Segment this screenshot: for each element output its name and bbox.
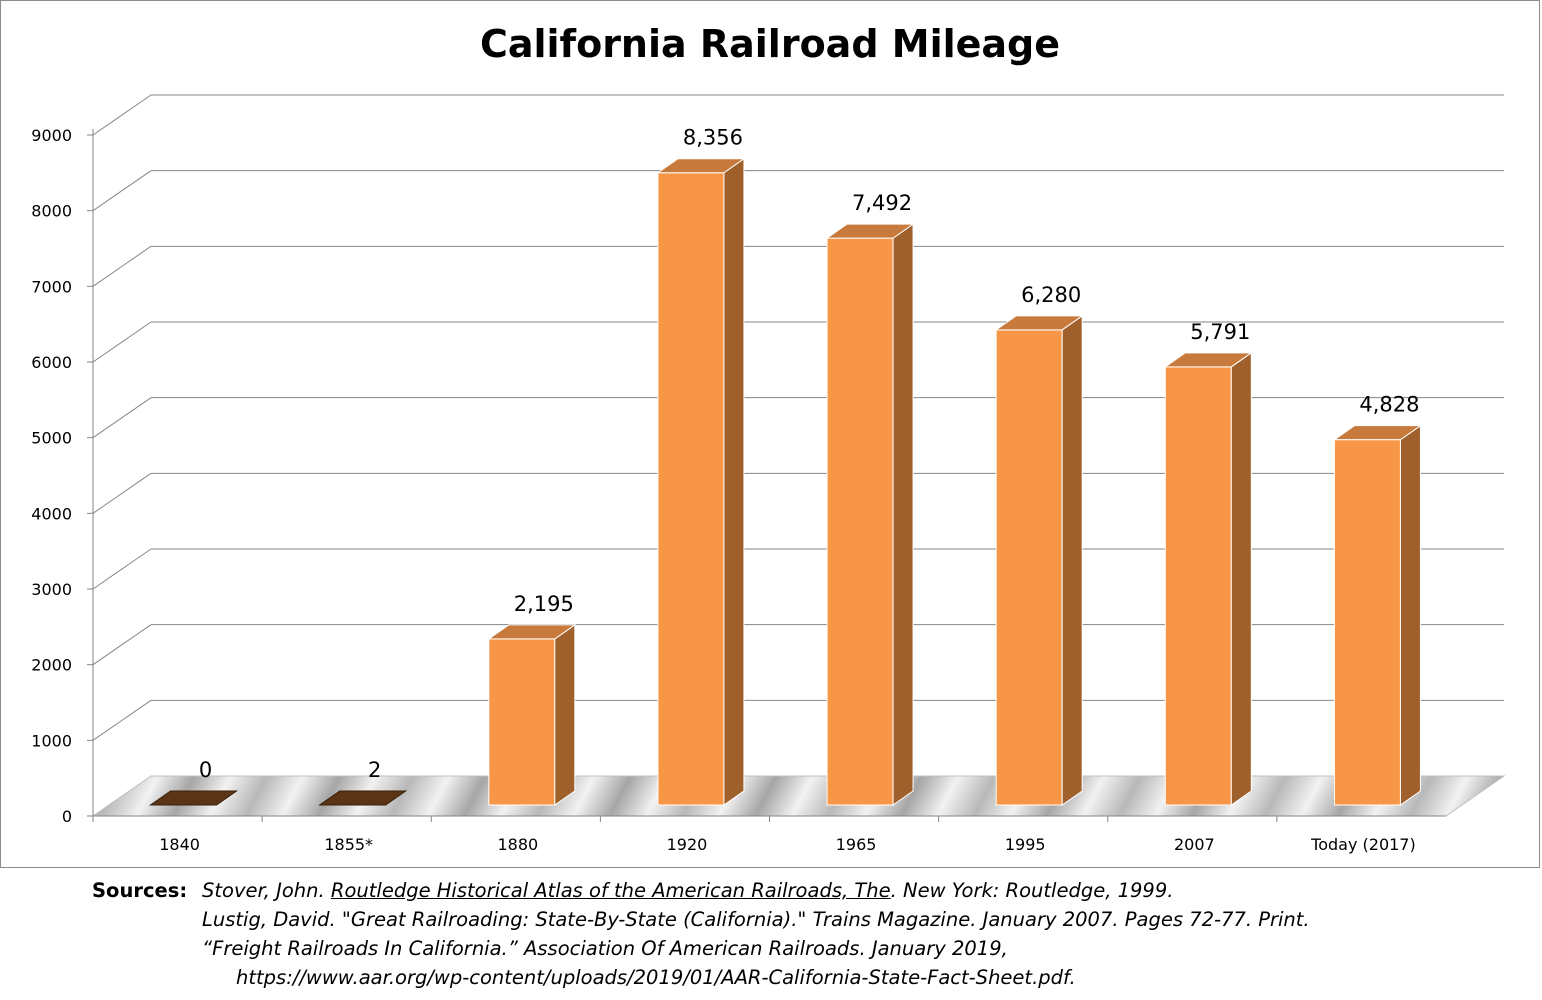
bar-front bbox=[1164, 366, 1232, 806]
y-tick-label: 1000 bbox=[31, 731, 72, 750]
data-label: 7,492 bbox=[852, 191, 912, 215]
chart-frame bbox=[0, 0, 1540, 868]
bar-top bbox=[1163, 352, 1253, 368]
y-tick-label: 6000 bbox=[31, 353, 72, 372]
x-tick-label: Today (2017) bbox=[1310, 835, 1416, 854]
bar bbox=[825, 223, 915, 806]
gridline-depth bbox=[92, 548, 152, 590]
bar-top bbox=[1332, 425, 1423, 441]
source-1-publisher: . New York: Routledge, 1999. bbox=[890, 879, 1174, 902]
bar bbox=[318, 790, 408, 806]
bar bbox=[1332, 424, 1423, 806]
gridline-depth bbox=[92, 245, 152, 287]
bar-side bbox=[1399, 424, 1421, 806]
y-tick-label: 5000 bbox=[31, 429, 72, 448]
y-tick-label: 3000 bbox=[31, 580, 72, 599]
bar-top bbox=[656, 158, 746, 174]
y-tick-label: 0 bbox=[62, 807, 72, 826]
gridline-depth bbox=[92, 170, 152, 212]
data-label: 0 bbox=[199, 758, 212, 782]
sources-label: Sources: bbox=[92, 879, 188, 902]
gridline-depth bbox=[92, 472, 152, 514]
railroad-mileage-chart: California Railroad Mileage 0 1000 2000 300… bbox=[31, 22, 1506, 854]
data-label: 8,356 bbox=[683, 126, 743, 150]
gridline-depth bbox=[92, 624, 152, 666]
gridline-depth bbox=[92, 397, 152, 439]
source-reference-2: Lustig, David. "Great Railroading: State… bbox=[202, 908, 1310, 931]
bar-side bbox=[723, 157, 745, 806]
x-tick-label: 1855* bbox=[324, 835, 373, 854]
floor-surface bbox=[91, 775, 1506, 817]
bar bbox=[487, 623, 577, 806]
axis-layer: 0 1000 2000 3000 4000 5000 6000 7000 8000 9000 184… bbox=[31, 126, 1446, 854]
bar-side bbox=[892, 223, 914, 806]
data-label: 4,828 bbox=[1359, 393, 1419, 417]
x-tick-label: 1880 bbox=[497, 835, 538, 854]
source-reference-3: “Freight Railroads In California.” Assoc… bbox=[202, 937, 1008, 960]
data-label: 2,195 bbox=[514, 592, 574, 616]
bar-side bbox=[1230, 351, 1252, 806]
chart-floor bbox=[91, 775, 1506, 817]
x-tick-label: 1920 bbox=[667, 835, 708, 854]
bar-top bbox=[487, 624, 577, 640]
gridline-depth bbox=[92, 94, 152, 136]
x-tick-label: 1995 bbox=[1005, 835, 1046, 854]
bar-top bbox=[318, 790, 408, 806]
y-tick-label: 9000 bbox=[31, 126, 72, 145]
bar-front bbox=[1333, 439, 1401, 806]
data-label-layer: 0 2 2,195 8,356 7,492 6,280 5,791 4,828 bbox=[199, 126, 1420, 782]
x-tick-label: 1840 bbox=[159, 835, 200, 854]
bar-front bbox=[657, 172, 725, 806]
bar bbox=[148, 790, 239, 806]
grid-layer bbox=[92, 94, 1504, 741]
gridline-depth bbox=[92, 321, 152, 363]
y-tick-label: 7000 bbox=[31, 277, 72, 296]
source-1-author: Stover, John. bbox=[202, 879, 331, 902]
data-label: 5,791 bbox=[1190, 320, 1250, 344]
y-tick-label: 8000 bbox=[31, 202, 72, 221]
source-reference-3-url: https://www.aar.org/wp-content/uploads/2… bbox=[236, 966, 1076, 989]
bar bbox=[994, 314, 1084, 806]
data-label: 6,280 bbox=[1021, 283, 1081, 307]
bar-side bbox=[1061, 314, 1083, 806]
bar-top bbox=[825, 223, 915, 239]
bar-front bbox=[995, 329, 1063, 806]
y-tick-label: 4000 bbox=[31, 504, 72, 523]
bar-top bbox=[148, 790, 239, 806]
chart-title: California Railroad Mileage bbox=[480, 22, 1060, 66]
x-tick-label: 2007 bbox=[1174, 835, 1215, 854]
gridline-depth bbox=[92, 699, 152, 741]
bar bbox=[1163, 351, 1253, 806]
bar-layer bbox=[148, 157, 1423, 806]
bar-side bbox=[554, 623, 576, 806]
source-reference-1: Stover, John. Routledge Historical Atlas… bbox=[202, 876, 1173, 905]
y-tick-label: 2000 bbox=[31, 656, 72, 675]
bar bbox=[656, 157, 746, 806]
source-1-title: Routledge Historical Atlas of the Americ… bbox=[330, 879, 891, 902]
bar-top bbox=[994, 315, 1084, 331]
data-label: 2 bbox=[368, 758, 381, 782]
x-tick-label: 1965 bbox=[836, 835, 877, 854]
bar-front bbox=[488, 638, 556, 806]
bar-front bbox=[826, 237, 894, 806]
